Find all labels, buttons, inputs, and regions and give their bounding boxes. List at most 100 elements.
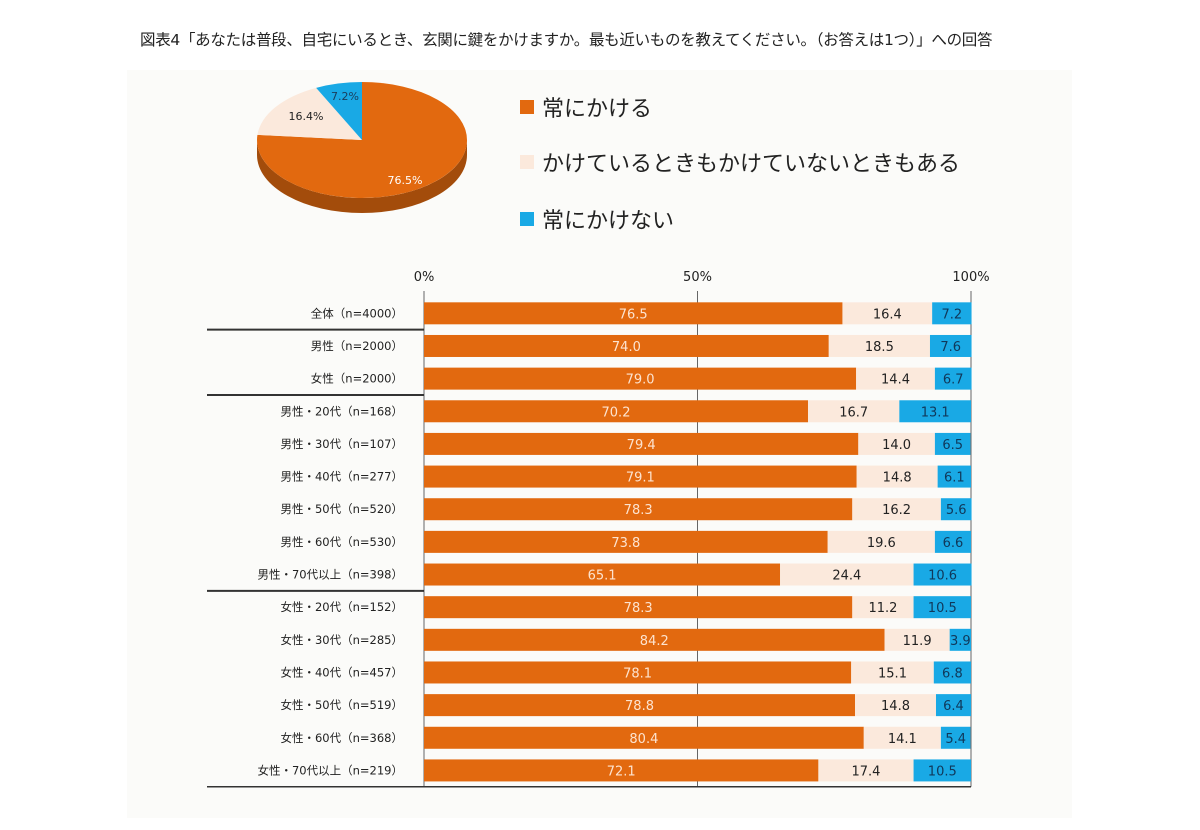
bar-segment <box>899 400 971 423</box>
legend-label: 常にかける <box>542 97 653 122</box>
category-label: 男性・70代以上（n=398） <box>257 568 403 582</box>
bar-data-label: 16.4 <box>873 307 902 322</box>
bar-data-label: 80.4 <box>629 732 658 747</box>
category-label: 男性・50代（n=520） <box>280 502 403 516</box>
pie-slice-side <box>257 140 467 213</box>
bar-segment <box>780 563 914 586</box>
bar-data-label: 7.2 <box>942 307 963 322</box>
bar-segment <box>934 530 971 553</box>
category-label: 女性・50代（n=519） <box>280 698 403 712</box>
bar-data-label: 78.3 <box>624 601 653 616</box>
bar-segment <box>855 694 936 717</box>
bar-data-label: 65.1 <box>588 569 617 584</box>
bar-segment <box>852 498 941 521</box>
bar-data-label: 10.6 <box>928 569 957 584</box>
bar-segment <box>929 334 972 357</box>
bar-data-label: 14.8 <box>881 699 910 714</box>
bar-segment <box>940 726 971 749</box>
bar-data-label: 74.0 <box>612 340 641 355</box>
category-label: 女性・40代（n=457） <box>280 665 403 679</box>
pie-data-label: 7.2% <box>331 90 359 103</box>
bar-data-label: 14.4 <box>881 373 910 388</box>
bar-segment <box>827 530 935 553</box>
bar-segment <box>913 596 971 619</box>
bar-data-label: 10.5 <box>928 601 957 616</box>
bar-data-label: 78.3 <box>624 503 653 518</box>
bar-segment <box>851 661 934 684</box>
bar-segment <box>424 367 857 390</box>
pie-slice <box>316 82 362 140</box>
pie-data-label: 76.5% <box>388 174 423 187</box>
bar-segment <box>852 596 914 619</box>
bar-data-label: 6.1 <box>944 471 965 486</box>
bar-data-label: 10.5 <box>928 764 957 779</box>
category-label: 男性・40代（n=277） <box>280 470 403 484</box>
category-label: 全体（n=4000） <box>311 306 403 320</box>
bar-segment <box>424 498 853 521</box>
bar-segment <box>424 465 857 488</box>
bar-segment <box>828 334 930 357</box>
bar-data-label: 14.1 <box>888 732 917 747</box>
pie-data-label: 16.4% <box>289 110 324 123</box>
chart-title: 図表4「あなたは普段、自宅にいるとき、玄関に鍵をかけますか。最も近いものを教えて… <box>140 31 993 49</box>
x-tick-label: 100% <box>952 270 989 285</box>
bar-segment <box>818 759 914 782</box>
bar-segment <box>863 726 941 749</box>
bar-segment <box>937 465 971 488</box>
bar-segment <box>807 400 900 423</box>
bar-data-label: 5.4 <box>945 732 966 747</box>
bar-data-label: 79.1 <box>626 471 655 486</box>
bar-data-label: 24.4 <box>832 569 861 584</box>
bar-data-label: 73.8 <box>611 536 640 551</box>
bar-data-label: 11.9 <box>903 634 932 649</box>
legend-item: かけているときもかけていないときもある <box>520 146 960 178</box>
bar-segment <box>913 759 971 782</box>
bar-segment <box>424 302 843 325</box>
bar-data-label: 7.6 <box>940 340 961 355</box>
category-label: 女性・20代（n=152） <box>280 600 403 614</box>
bar-segment <box>949 628 971 651</box>
bar-segment <box>842 302 933 325</box>
category-label: 女性・70代以上（n=219） <box>257 763 403 777</box>
legend-swatch <box>520 100 534 114</box>
x-tick-label: 0% <box>414 270 435 285</box>
bar-data-label: 78.1 <box>623 666 652 681</box>
bar-data-label: 78.8 <box>625 699 654 714</box>
bar-data-label: 76.5 <box>619 307 648 322</box>
category-label: 女性（n=2000） <box>311 372 403 386</box>
pie-slice <box>257 87 362 140</box>
bar-data-label: 13.1 <box>921 405 950 420</box>
bar-segment <box>424 759 819 782</box>
bar-data-label: 72.1 <box>607 764 636 779</box>
bar-segment <box>934 367 972 390</box>
category-label: 男性・60代（n=530） <box>280 535 403 549</box>
bar-segment <box>424 432 859 455</box>
legend-item: 常にかけない <box>520 203 674 235</box>
bar-data-label: 84.2 <box>640 634 669 649</box>
bar-segment <box>424 628 885 651</box>
bar-data-label: 16.2 <box>882 503 911 518</box>
bar-data-label: 16.7 <box>839 405 868 420</box>
category-label: 男性（n=2000） <box>311 339 403 353</box>
bar-segment <box>934 432 971 455</box>
bar-segment <box>424 400 808 423</box>
bar-data-label: 3.9 <box>950 634 971 649</box>
bar-data-label: 6.5 <box>942 438 963 453</box>
legend-swatch <box>520 155 534 169</box>
bar-segment <box>856 465 938 488</box>
bar-data-label: 6.4 <box>943 699 964 714</box>
bar-segment <box>858 432 935 455</box>
bar-data-label: 17.4 <box>851 764 880 779</box>
category-label: 男性・30代（n=107） <box>280 437 403 451</box>
legend-label: 常にかけない <box>542 209 675 234</box>
bar-segment <box>424 530 828 553</box>
bar-data-label: 15.1 <box>878 666 907 681</box>
legend-label: かけているときもかけていないときもある <box>542 152 961 177</box>
bar-data-label: 18.5 <box>865 340 894 355</box>
bar-segment <box>913 563 972 586</box>
bar-data-label: 79.4 <box>627 438 656 453</box>
bar-data-label: 6.8 <box>942 666 963 681</box>
bar-segment <box>424 563 781 586</box>
bar-data-label: 5.6 <box>946 503 967 518</box>
